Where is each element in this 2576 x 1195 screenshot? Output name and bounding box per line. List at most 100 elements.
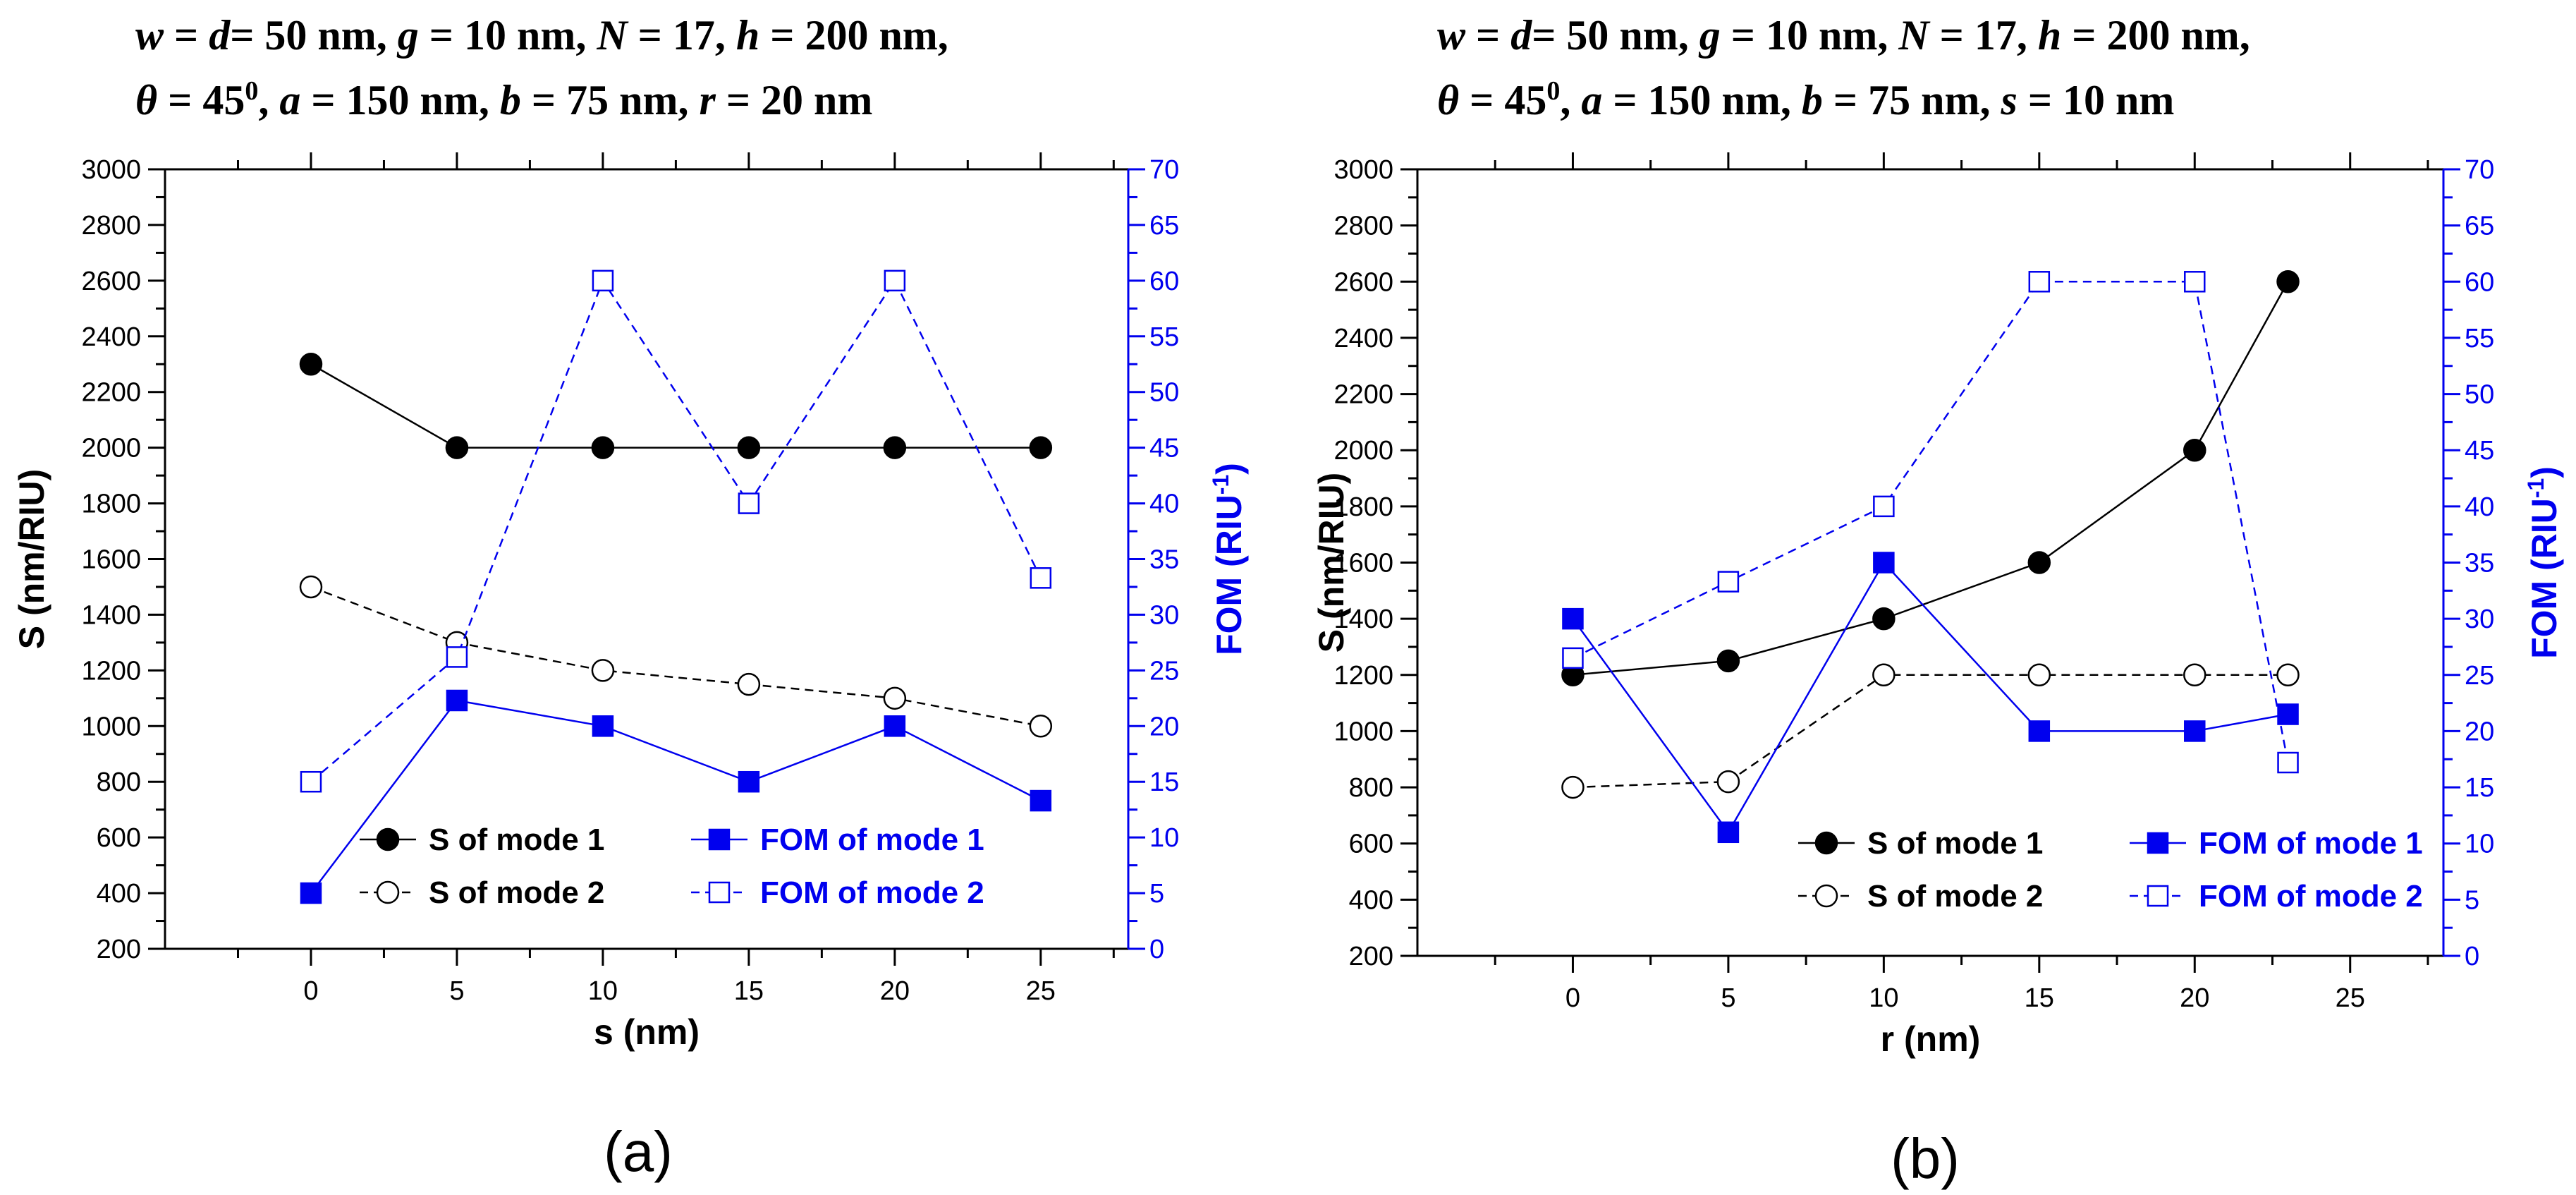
chart-title-run: 0 <box>245 76 258 106</box>
data-point <box>883 436 907 459</box>
y-right-title-sup: -1 <box>2523 478 2548 498</box>
x-tick-label: 0 <box>303 976 318 1006</box>
chart-title-run: = 150 nm, <box>1602 77 1802 123</box>
panel-label: (a) <box>604 1120 673 1183</box>
chart-title-run: θ <box>135 77 157 123</box>
chart-title-run: 0 <box>1546 76 1560 106</box>
x-tick-label: 15 <box>734 976 764 1006</box>
series-line <box>1572 561 2288 835</box>
y-right-tick-label: 50 <box>1149 378 1179 408</box>
chart-title-line: w = d= 50 nm, g = 10 nm, N = 17, h = 200… <box>1437 12 2250 59</box>
data-point <box>2027 663 2051 687</box>
data-point <box>737 672 761 696</box>
y-left-tick-label: 2200 <box>1333 380 1393 410</box>
data-point <box>2276 270 2300 293</box>
y-left-tick-label: 2400 <box>81 322 141 352</box>
chart-title-run: b <box>1802 77 1823 123</box>
x-tick-label: 10 <box>1869 983 1898 1013</box>
legend-marker <box>1814 884 1838 908</box>
y-right-tick-label: 35 <box>2465 549 2494 578</box>
y-left-tick-label: 2800 <box>1333 212 1393 241</box>
y-left-tick-label: 600 <box>1349 830 1393 859</box>
data-point <box>299 575 323 599</box>
y-left-tick-label: 2400 <box>1333 324 1393 353</box>
y-right-tick-label: 0 <box>2465 942 2479 971</box>
legend: S of mode 1 S of mode 2 FOM of mode 1 FOM o… <box>360 823 984 910</box>
legend-label: S of mode 1 <box>1867 826 2043 861</box>
y-right-tick-label: 70 <box>2465 155 2494 185</box>
y-left-tick-label: 1400 <box>1333 605 1393 634</box>
legend: S of mode 1 S of mode 2 FOM of mode 1 FOM o… <box>1798 826 2423 914</box>
x-tick-label: 15 <box>2025 983 2054 1013</box>
chart-title-run: w <box>1437 12 1466 59</box>
y-right-tick-label: 55 <box>2465 324 2494 353</box>
chart-title-run: d <box>1510 12 1532 59</box>
legend-marker <box>2147 832 2169 854</box>
data-point <box>2277 703 2299 725</box>
series-line <box>310 586 1042 727</box>
chart-title-run: , <box>1560 77 1581 123</box>
data-point <box>2183 663 2206 687</box>
y-left-tick-label: 2000 <box>1333 436 1393 466</box>
y-right-tick-label: 0 <box>1149 935 1164 964</box>
data-point <box>1717 571 1740 593</box>
chart-title-run: = 45 <box>1459 77 1546 123</box>
y-right-tick-label: 25 <box>2465 661 2494 691</box>
y-left-tick-label: 1000 <box>81 712 141 741</box>
y-right-tick-label: 65 <box>2465 212 2494 241</box>
y-left-tick-label: 1600 <box>81 545 141 575</box>
chart-title-run: = 17, <box>1929 12 2038 59</box>
legend-label: FOM of mode 1 <box>760 823 984 857</box>
x-tick-label: 25 <box>1026 976 1056 1006</box>
series-s-of-mode-2 <box>1561 663 2300 799</box>
x-axis-title: r (nm) <box>1881 1019 1981 1059</box>
y-left-tick-label: 2600 <box>81 267 141 296</box>
series-s-of-mode-1 <box>299 353 1053 459</box>
chart-title-run: = 200 nm, <box>759 12 948 59</box>
chart-title-run: d <box>209 12 231 59</box>
y-right-tick-label: 30 <box>1149 600 1179 630</box>
series-s-of-mode-1 <box>1561 270 2300 687</box>
y-left-tick-label: 600 <box>97 823 141 853</box>
data-point <box>884 269 906 292</box>
chart-title-run: = 17, <box>628 12 736 59</box>
data-point <box>2028 720 2051 742</box>
data-point <box>2184 720 2206 742</box>
chart-title-run: θ <box>1437 77 1459 123</box>
data-point <box>591 436 615 459</box>
y-right-tick-label: 5 <box>1149 879 1164 909</box>
data-point <box>1873 552 1895 574</box>
legend-label: S of mode 2 <box>429 875 604 910</box>
chart-title-line: w = d= 50 nm, g = 10 nm, N = 17, h = 200… <box>135 12 948 59</box>
data-point <box>1716 649 1740 673</box>
series-fom-of-mode-2 <box>1562 271 2299 774</box>
data-point <box>1029 715 1053 738</box>
y-right-tick-label: 10 <box>1149 823 1179 853</box>
panel-label: (b) <box>1891 1127 1960 1190</box>
y-left-tick-label: 1600 <box>1333 549 1393 578</box>
chart-panel-b: w = d= 50 nm, g = 10 nm, N = 17, h = 200… <box>1312 12 2564 1190</box>
chart-title-run: = <box>1465 12 1510 59</box>
chart-title-run: a <box>1581 77 1602 123</box>
chart-title-run: = 75 nm, <box>1823 77 2001 123</box>
chart-title-run: , <box>258 77 279 123</box>
y-right-tick-label: 45 <box>2465 436 2494 466</box>
legend-marker <box>708 881 731 904</box>
chart-title-run: = 10 nm, <box>419 12 597 59</box>
chart-title-run: = 10 nm, <box>1721 12 1899 59</box>
y-right-tick-label: 20 <box>1149 712 1179 741</box>
data-point <box>738 492 760 514</box>
chart-title-run: b <box>500 77 521 123</box>
legend-label: FOM of mode 2 <box>760 875 984 910</box>
y-right-axis-title: FOM (RIU-1) <box>1208 463 1249 655</box>
y-left-tick-label: 1000 <box>1333 717 1393 746</box>
data-point <box>1030 789 1052 812</box>
y-left-tick-label: 800 <box>1349 773 1393 803</box>
chart-title-run: = 10 nm <box>2018 77 2175 123</box>
y-left-tick-label: 200 <box>1349 942 1393 971</box>
chart-title-run: = 150 nm, <box>300 77 500 123</box>
y-left-axis-title: S (nm/RIU) <box>12 469 51 650</box>
legend-marker <box>2147 885 2169 907</box>
data-point <box>1030 567 1052 589</box>
data-point <box>2027 551 2051 574</box>
